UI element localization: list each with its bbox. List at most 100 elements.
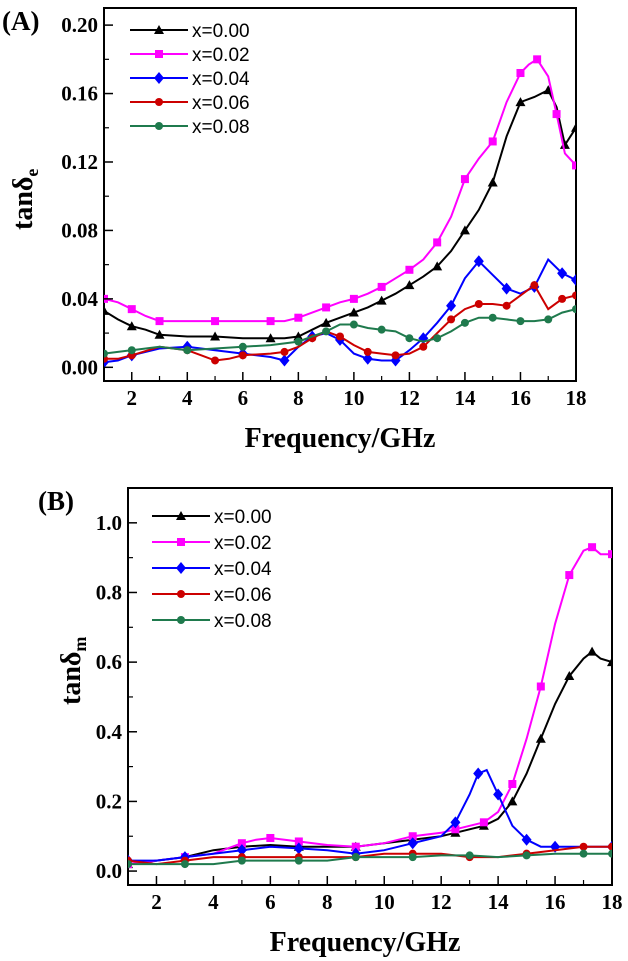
panel-a-x-axis-label: Frequency/GHz bbox=[245, 423, 436, 454]
panel-b-x-tick-label-1: 4 bbox=[208, 890, 219, 914]
panel-b-series-4-line bbox=[128, 852, 612, 866]
panel-a-label: (A) bbox=[2, 6, 39, 36]
panel-a-x-tick-label-0: 2 bbox=[127, 386, 138, 410]
panel-a-series-1-point-24 bbox=[488, 137, 497, 146]
panel-a-x-tick-label-8: 18 bbox=[566, 386, 587, 410]
panel-a-legend-marker-3 bbox=[155, 98, 163, 106]
panel-b-plot-area bbox=[128, 543, 612, 869]
panel-a-plot-area bbox=[104, 55, 576, 369]
panel-b-y-axis-label-main: tanδ bbox=[56, 652, 87, 705]
panel-a-series-2-point-29 bbox=[571, 274, 576, 287]
panel-b-x-tick-label-6: 14 bbox=[488, 890, 510, 914]
panel-a-series-2-line bbox=[104, 257, 576, 364]
panel-b-series-2-point-14 bbox=[473, 767, 484, 780]
panel-a-legend-label-1: x=0.02 bbox=[192, 45, 250, 66]
panel-b-y-tick-label-1: 0.2 bbox=[96, 789, 122, 813]
panel-a-series-3-point-26 bbox=[502, 301, 511, 310]
panel-b-legend-label-4: x=0.08 bbox=[214, 611, 272, 632]
panel-a-legend-label-2: x=0.04 bbox=[192, 69, 250, 90]
panel-a-series-1-point-6 bbox=[211, 317, 220, 326]
panel-a-x-tick-label-1: 4 bbox=[182, 386, 193, 410]
panel-b-y-tick-label-3: 0.6 bbox=[96, 650, 122, 674]
panel-b-x-tick-label-2: 6 bbox=[265, 890, 276, 914]
panel-b-series-4-point-2 bbox=[180, 860, 189, 869]
panel-b-series-4-point-17 bbox=[608, 849, 612, 858]
panel-b-series-1-point-14 bbox=[451, 825, 460, 834]
panel-b: (B) tanδm Frequency/GHz 2 4 6 8 10 12 14 16 18 0.… bbox=[38, 486, 623, 958]
panel-b-series-1-point-4 bbox=[237, 839, 246, 848]
panel-a-series-4-point-18 bbox=[433, 334, 442, 343]
panel-b-x-tick-label-5: 12 bbox=[431, 890, 452, 914]
panel-b-legend-label-0: x=0.00 bbox=[214, 507, 272, 528]
panel-b-series-3-point-16 bbox=[579, 842, 588, 851]
panel-a-series-0-point-8 bbox=[265, 333, 276, 343]
panel-a-y-tick-label-1: 0.04 bbox=[61, 287, 98, 311]
panel-b-x-tick-label-8: 18 bbox=[602, 890, 623, 914]
panel-b-series-4-point-6 bbox=[294, 856, 303, 865]
panel-a-legend-marker-4 bbox=[155, 122, 163, 130]
panel-b-y-tick-label-5: 1.0 bbox=[96, 511, 122, 535]
panel-b-series-3-line bbox=[128, 845, 612, 866]
panel-b-series-1-point-22 bbox=[565, 571, 574, 580]
panel-a-series-0-point-31 bbox=[571, 122, 576, 132]
panel-a-y-tick-label-0: 0.00 bbox=[61, 355, 98, 379]
panel-a-series-3-point-30 bbox=[558, 294, 567, 303]
panel-a-series-1-point-22 bbox=[460, 175, 469, 184]
panel-a-series-4-point-8 bbox=[294, 337, 303, 346]
panel-b-series-0-point-18 bbox=[535, 733, 546, 743]
panel-a-series-3-point-22 bbox=[447, 315, 456, 324]
panel-b-legend-label-2: x=0.04 bbox=[214, 559, 272, 580]
panel-a-series-3-point-28 bbox=[530, 281, 539, 290]
panel-b-x-tick-label-4: 10 bbox=[374, 890, 395, 914]
panel-a-series-3-point-18 bbox=[391, 351, 400, 360]
panel-b-series-4-point-12 bbox=[465, 851, 474, 860]
panel-b-legend-marker-2 bbox=[176, 562, 186, 574]
panel-a-series-3-point-20 bbox=[419, 342, 428, 351]
panel-b-y-axis-label-sub: m bbox=[70, 637, 90, 652]
panel-b-label: (B) bbox=[38, 486, 74, 516]
panel-a-series-4-point-20 bbox=[460, 318, 469, 327]
panel-a-y-tick-label-3: 0.12 bbox=[61, 150, 98, 174]
panel-b-series-2-line bbox=[128, 768, 612, 862]
panel-b-plot-frame bbox=[127, 487, 613, 886]
panel-b-series-2-point-6 bbox=[293, 842, 304, 855]
panel-a-series-3-point-8 bbox=[238, 351, 247, 360]
panel-a-series-0-point-18 bbox=[404, 280, 415, 290]
panel-b-series-4-point-14 bbox=[522, 851, 531, 860]
panel-a-series-1-line bbox=[104, 57, 576, 323]
panel-b-series-4-point-10 bbox=[408, 853, 417, 862]
panel-b-series-1-point-12 bbox=[408, 832, 417, 841]
panel-a-series-0-point-24 bbox=[487, 177, 498, 187]
panel-b-y-tick-label-4: 0.8 bbox=[96, 580, 122, 604]
panel-a-series-1-point-10 bbox=[294, 313, 303, 322]
panel-b-legend-marker-3 bbox=[177, 590, 185, 598]
panel-a-series-0-point-20 bbox=[432, 261, 443, 271]
panel-a-series-4-point-12 bbox=[349, 320, 358, 329]
panel-a-series-0-point-0 bbox=[104, 305, 109, 315]
panel-a-series-4-point-16 bbox=[405, 334, 414, 343]
panel-a-series-3-point-10 bbox=[280, 347, 289, 356]
panel-a-series-0-point-12 bbox=[321, 317, 332, 327]
panel-a-x-tick-label-7: 16 bbox=[510, 386, 531, 410]
panel-b-series-0-point-22 bbox=[587, 646, 598, 656]
panel-a-series-1-point-20 bbox=[433, 238, 442, 247]
panel-a-x-tick-label-6: 14 bbox=[454, 386, 476, 410]
panel-a-y-axis-label: tanδe bbox=[8, 169, 42, 230]
panel-a-series-4-point-24 bbox=[516, 317, 525, 326]
panel-a-x-tick-label-2: 6 bbox=[238, 386, 249, 410]
panel-b-legend-label-1: x=0.02 bbox=[214, 533, 272, 554]
panel-a-y-tick-label-5: 0.20 bbox=[61, 13, 98, 37]
panel-a-legend-marker-1 bbox=[155, 50, 163, 58]
panel-a-legend-marker-0 bbox=[154, 25, 164, 34]
panel-b-series-0-point-16 bbox=[507, 796, 518, 806]
panel-a-y-tick-label-2: 0.08 bbox=[61, 218, 98, 242]
panel-b-series-1-line bbox=[128, 546, 612, 866]
panel-b-series-1-point-8 bbox=[294, 837, 303, 846]
panel-a-series-0-point-30 bbox=[559, 139, 570, 149]
panel-a-series-1-point-12 bbox=[322, 303, 331, 312]
panel-a-series-2-point-28 bbox=[557, 267, 568, 280]
panel-b-y-tick-label-2: 0.4 bbox=[96, 720, 123, 744]
panel-a-series-0-point-10 bbox=[293, 331, 304, 341]
panel-a-legend-marker-2 bbox=[154, 72, 164, 84]
